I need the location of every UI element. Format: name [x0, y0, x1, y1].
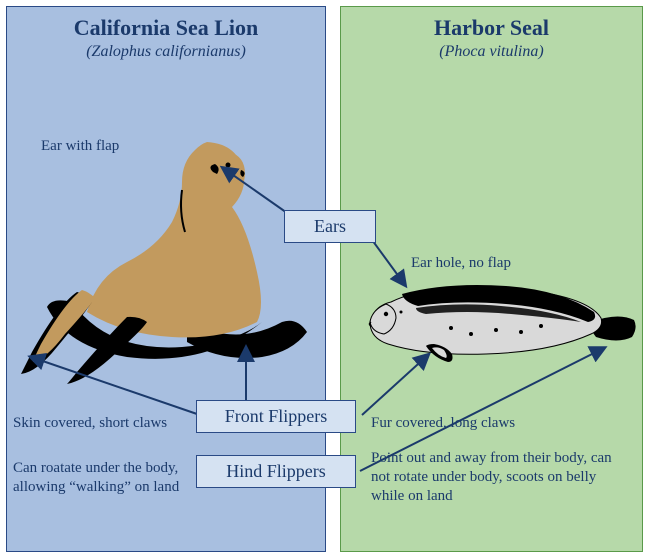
- sea-lion-title: California Sea Lion: [7, 15, 325, 41]
- front-flippers-label: Front Flippers: [196, 400, 356, 433]
- ears-label: Ears: [284, 210, 376, 243]
- harbor-seal-panel: Harbor Seal (Phoca vitulina) Ear hole, n…: [340, 6, 643, 552]
- hind-flippers-label: Hind Flippers: [196, 455, 356, 488]
- sea-lion-hind-note: Can roatate under the body, allowing “wa…: [13, 459, 198, 497]
- sea-lion-front-note: Skin covered, short claws: [13, 414, 203, 433]
- seal-front-note: Fur covered, long claws: [371, 414, 631, 433]
- harbor-seal-illustration: [356, 272, 641, 372]
- seal-hind-note: Point out and away from their body, can …: [371, 449, 631, 505]
- sea-lion-illustration: [7, 122, 327, 392]
- sea-lion-subtitle: (Zalophus californianus): [7, 43, 325, 61]
- harbor-seal-title: Harbor Seal: [341, 15, 642, 41]
- seal-ear-note: Ear hole, no flap: [411, 254, 511, 273]
- harbor-seal-subtitle: (Phoca vitulina): [341, 43, 642, 61]
